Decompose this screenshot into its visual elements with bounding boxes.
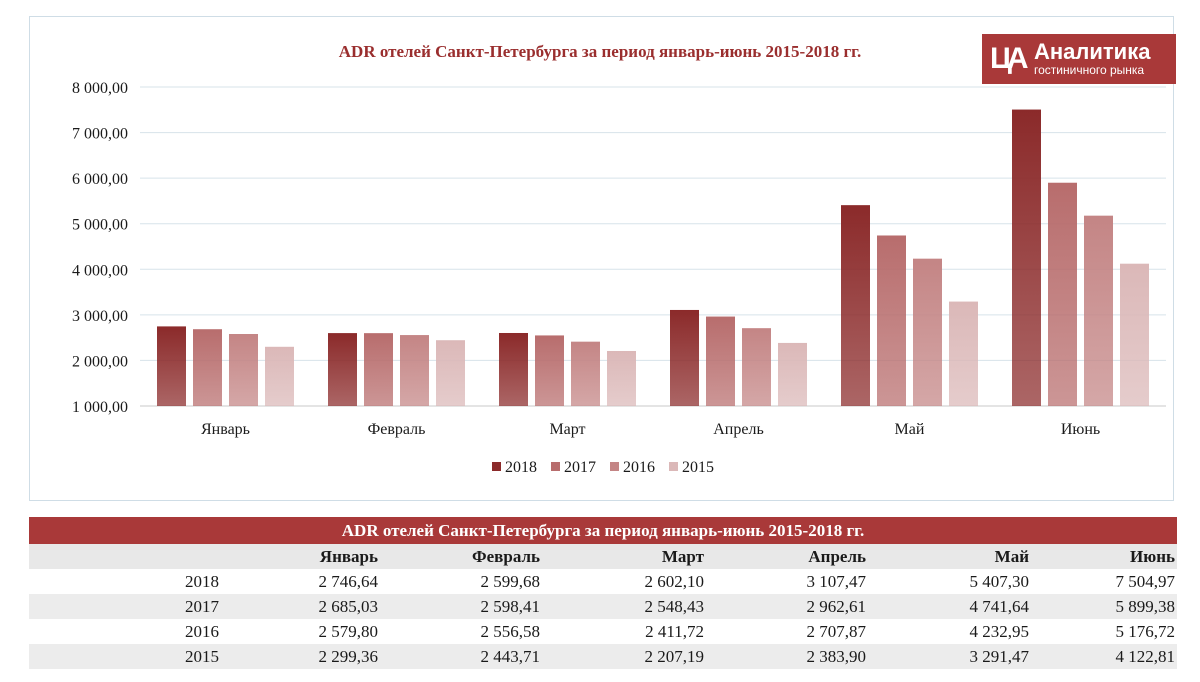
table-cell: 2016 [185, 622, 219, 641]
logo-subtitle: гостиничного рынка [1034, 63, 1145, 77]
logo-text: Аналитика гостиничного рынка [1034, 39, 1151, 78]
table-cell: 2 707,87 [806, 622, 867, 641]
table-header-row: Январь Февраль Март Апрель Май Июнь [29, 544, 1177, 569]
table-row: 2016 2 579,80 2 556,58 2 411,72 2 707,87… [29, 619, 1177, 644]
table-cell: 2018 [185, 572, 219, 591]
bar [499, 332, 528, 406]
table-row: 2018 2 746,64 2 599,68 2 602,10 3 107,47… [29, 569, 1177, 594]
bar [949, 301, 978, 406]
logo-name: Аналитика [1034, 39, 1151, 64]
table-row: 2017 2 685,03 2 598,41 2 548,43 2 962,61… [29, 594, 1177, 619]
legend-label: 2018 [505, 459, 537, 476]
table-cell: 2 299,36 [318, 647, 379, 666]
chart-title: ADR отелей Санкт-Петербурга за период ян… [338, 42, 862, 61]
bar [841, 205, 870, 406]
table-cell: 2 443,71 [480, 647, 541, 666]
table-cell: 4 232,95 [969, 622, 1030, 641]
logo-mark: ЦА [990, 42, 1029, 75]
table-cell: 5 899,38 [1115, 597, 1176, 616]
table-header-cell: Февраль [472, 547, 540, 566]
table-cell: 4 741,64 [969, 597, 1030, 616]
y-tick-label: 6 000,00 [72, 171, 128, 188]
legend-swatch [610, 462, 619, 471]
bar [400, 335, 429, 406]
legend-swatch [551, 462, 560, 471]
table-cell: 2 602,10 [644, 572, 705, 591]
bar [265, 346, 294, 406]
bar [571, 341, 600, 406]
bar [1084, 215, 1113, 406]
bar [1048, 182, 1077, 406]
chart-frame [29, 16, 1174, 501]
y-tick-label: 8 000,00 [72, 80, 128, 97]
table-cell: 2 962,61 [806, 597, 867, 616]
table-cell: 4 122,81 [1115, 647, 1176, 666]
bar [742, 328, 771, 406]
table-cell: 2 383,90 [806, 647, 867, 666]
bar [535, 335, 564, 406]
bar [229, 334, 258, 406]
bar [157, 326, 186, 406]
x-tick-label: Февраль [368, 421, 426, 438]
table-cell: 2 411,72 [645, 622, 704, 641]
x-tick-label: Апрель [713, 421, 764, 438]
x-tick-label: Январь [201, 421, 250, 438]
bar [778, 342, 807, 406]
table-header-cell: Май [994, 547, 1029, 566]
y-tick-label: 1 000,00 [72, 399, 128, 416]
table-cell: 2 556,58 [480, 622, 541, 641]
table-header-cell: Апрель [808, 547, 866, 566]
legend-swatch [492, 462, 501, 471]
bar [607, 350, 636, 406]
y-tick-label: 7 000,00 [72, 126, 128, 143]
x-tick-label: Март [549, 421, 585, 438]
bar [706, 316, 735, 406]
y-tick-label: 4 000,00 [72, 262, 128, 279]
table-cell: 5 407,30 [969, 572, 1030, 591]
y-tick-label: 3 000,00 [72, 308, 128, 325]
logo: ЦА Аналитика гостиничного рынка [982, 34, 1176, 84]
bar [364, 333, 393, 406]
table-header-cell: Июнь [1130, 547, 1175, 566]
table-title: ADR отелей Санкт-Петербурга за период ян… [29, 517, 1177, 544]
table-cell: 2 548,43 [644, 597, 705, 616]
bar [670, 309, 699, 406]
table-cell: 2 599,68 [480, 572, 541, 591]
legend-label: 2016 [623, 459, 655, 476]
table-cell: 2 685,03 [318, 597, 379, 616]
bar [913, 258, 942, 406]
bar [1012, 109, 1041, 406]
bar [193, 329, 222, 406]
table-cell: 3 291,47 [969, 647, 1030, 666]
x-tick-label: Май [895, 421, 925, 438]
table-header-cell: Январь [319, 547, 378, 566]
table-cell: 2017 [185, 597, 219, 616]
bar [328, 333, 357, 406]
table-cell: 3 107,47 [806, 572, 867, 591]
legend-swatch [669, 462, 678, 471]
data-table: ADR отелей Санкт-Петербурга за период ян… [29, 517, 1177, 669]
table-header-cell [29, 544, 219, 569]
table-row: 2015 2 299,36 2 443,71 2 207,19 2 383,90… [29, 644, 1177, 669]
y-tick-label: 2 000,00 [72, 353, 128, 370]
bar [436, 340, 465, 406]
legend-label: 2017 [564, 459, 596, 476]
table-cell: 2 207,19 [644, 647, 705, 666]
table-cell: 2015 [185, 647, 219, 666]
bar [1120, 263, 1149, 406]
table-cell: 5 176,72 [1115, 622, 1176, 641]
table-header-cell: Март [661, 547, 704, 566]
table-cell: 2 579,80 [318, 622, 379, 641]
table-cell: 2 746,64 [318, 572, 379, 591]
bar [877, 235, 906, 406]
bar-chart: 1 000,00 2 000,00 3 000,00 4 000,00 5 000,00… [72, 80, 1166, 476]
table-cell: 2 598,41 [480, 597, 541, 616]
legend-label: 2015 [682, 459, 714, 476]
x-tick-label: Июнь [1061, 421, 1100, 438]
table-cell: 7 504,97 [1115, 572, 1176, 591]
y-tick-label: 5 000,00 [72, 217, 128, 234]
